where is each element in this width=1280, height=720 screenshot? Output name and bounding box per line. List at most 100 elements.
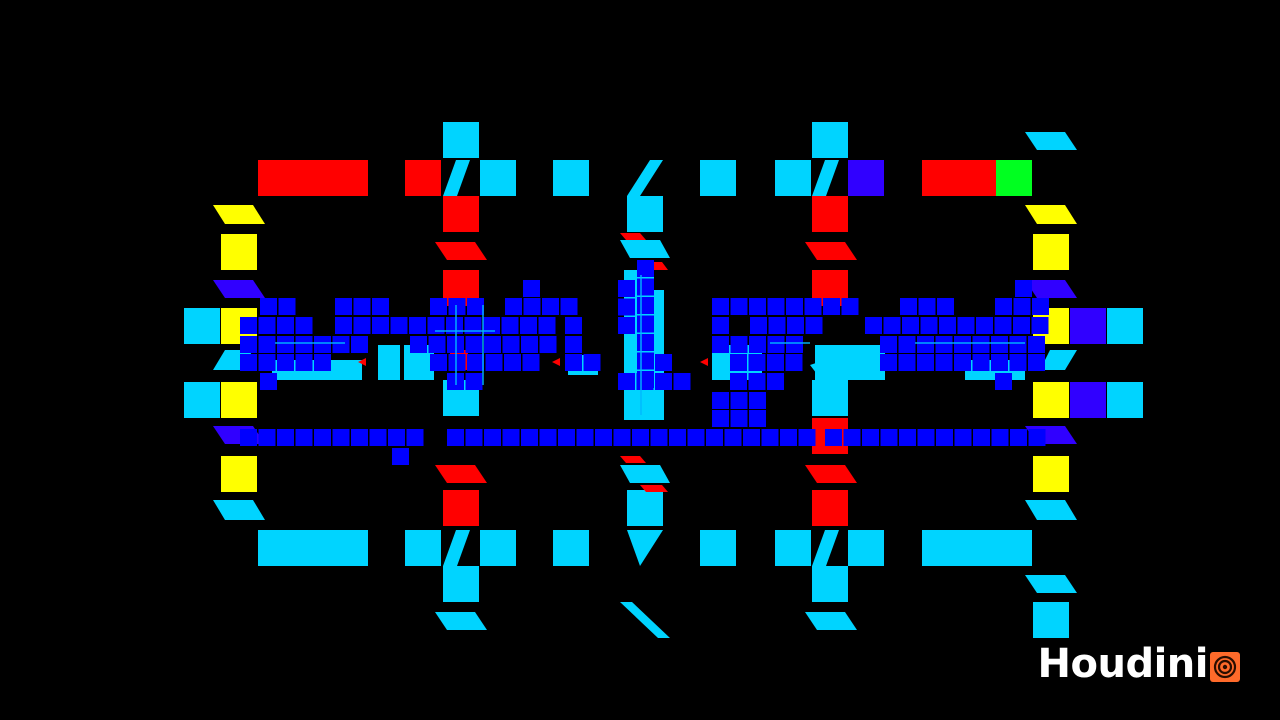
blue-voxel [730,410,748,427]
blue-voxel [917,336,934,353]
blue-voxel [523,280,540,297]
yellow-block [1033,456,1069,492]
blue-voxel [954,354,971,371]
blue-voxel [712,317,729,334]
blue-voxel [618,373,635,390]
cyan-block [553,160,589,196]
blue-voxel [972,354,990,371]
cyan-block [812,122,848,158]
cyan-block [627,490,663,526]
blue-voxel [712,392,729,409]
blue-voxel [502,429,520,446]
cyan-block [812,566,848,602]
blue-voxel [277,429,294,446]
blue-voxel [618,280,635,297]
cyan-wedge [1025,575,1077,593]
houdini-swirl-icon [1210,652,1240,682]
cyan-block [184,382,220,418]
cyan-block [922,530,1032,566]
blue-voxel [583,354,601,371]
blue-voxel [277,317,294,334]
yellow-block [221,382,257,418]
cyan-wedge [1040,350,1077,370]
blue-voxel [880,336,897,353]
red-wedge [805,242,857,260]
blue-voxel [372,317,389,334]
cyan-block [443,122,479,158]
blue-voxel [655,373,672,390]
blue-voxel [1010,429,1027,446]
blue-voxel [558,429,575,446]
blue-voxel [730,392,748,409]
violet-wedge [1025,280,1077,298]
blue-voxel [542,298,559,315]
cyan-block [184,308,220,344]
blue-voxel [1013,317,1030,334]
blue-voxel [786,298,803,315]
blue-voxel [918,298,936,315]
cyan-wedge [435,612,487,630]
blue-voxel [278,298,296,315]
blue-voxel [917,354,934,371]
blue-voxel [465,373,483,390]
blue-voxel [804,298,822,315]
cyan-wedge [620,240,670,258]
blue-voxel [485,354,503,371]
blue-voxel [538,317,556,334]
blue-voxel [991,354,1008,371]
cyan-block [1033,602,1069,638]
blue-voxel [539,336,557,353]
blue-voxel [767,298,785,315]
blue-voxel [935,336,953,353]
blue-voxel [880,429,898,446]
blue-voxel [712,298,729,315]
blue-voxel [917,429,935,446]
cyan-block [700,530,736,566]
blue-voxel [669,429,686,446]
blue-voxel [972,336,990,353]
red-block [922,160,996,196]
grid-line [435,330,495,332]
blue-voxel [465,336,483,353]
blue-voxel [973,429,990,446]
blue-voxel [976,317,993,334]
blue-voxel [277,336,294,353]
blue-voxel [560,298,578,315]
blue-voxel [388,429,405,446]
blue-voxel [427,317,445,334]
blue-voxel [787,317,804,334]
blue-voxel [277,354,294,371]
blue-voxel [650,429,668,446]
blue-voxel [314,429,331,446]
blue-voxel [825,429,842,446]
blue-voxel [706,429,723,446]
yellow-wedge [213,205,265,224]
blue-voxel [785,354,803,371]
cyan-wedge [810,345,880,378]
blue-voxel [957,317,975,334]
blue-voxel [390,317,408,334]
red-wedge [620,233,646,240]
yellow-block [221,234,257,270]
cyan-block [1107,382,1143,418]
blue-voxel [520,317,537,334]
cyan-block [480,530,516,566]
blue-voxel [637,260,654,277]
blue-voxel [240,429,257,446]
blue-voxel [841,298,859,315]
blue-voxel [351,336,368,353]
blue-voxel [295,336,313,353]
grid-line [275,342,345,344]
blue-voxel [749,392,766,409]
blue-voxel [260,298,277,315]
blue-voxel [1028,354,1045,371]
blue-voxel [446,317,463,334]
blue-voxel [880,354,897,371]
blue-voxel [447,429,464,446]
red-block [812,490,848,526]
cyan-block [700,160,736,196]
red-block [812,196,848,232]
blue-voxel [767,336,785,353]
blue-voxel [767,354,784,371]
